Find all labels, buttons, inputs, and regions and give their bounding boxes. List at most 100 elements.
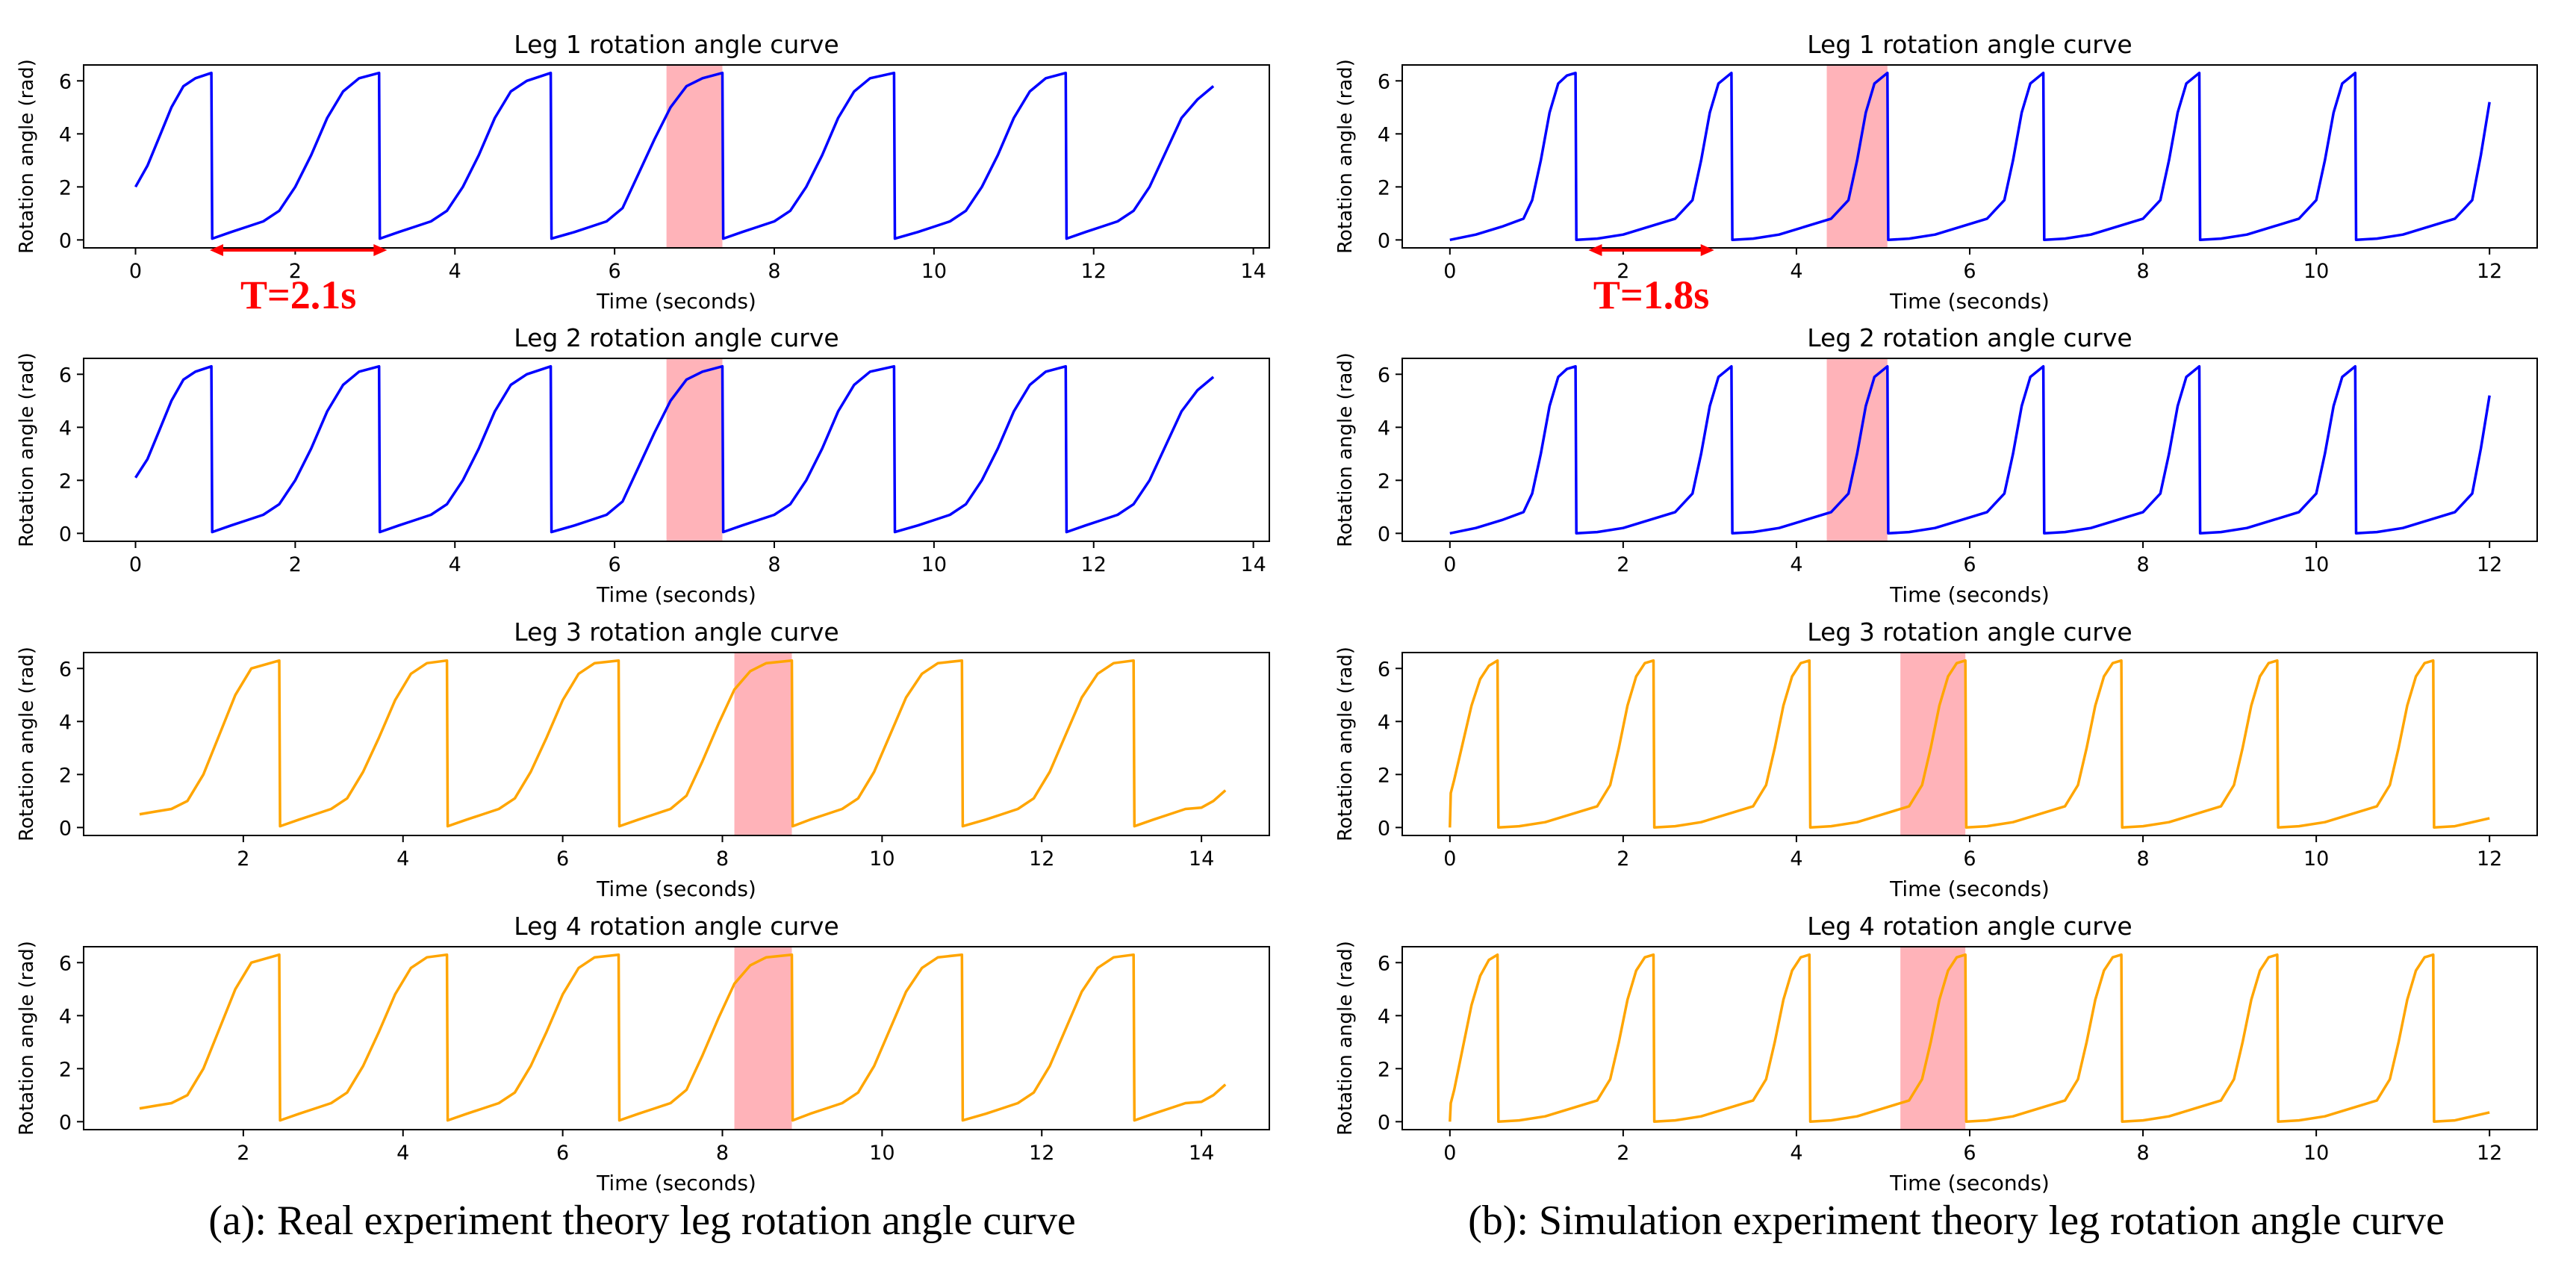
x-tick-label: 6 [1963, 847, 1976, 871]
y-tick-label: 2 [59, 764, 72, 787]
x-tick-label: 8 [2136, 1142, 2149, 1165]
x-tick-label: 12 [1081, 553, 1107, 576]
series-line-leg-2 [1449, 364, 2491, 535]
x-tick-label: 12 [1081, 260, 1107, 283]
y-tick-label: 4 [1378, 417, 1390, 440]
axes-frame [83, 64, 1270, 249]
x-axis-label: Time (seconds) [1889, 877, 2050, 901]
series-line-leg-4 [1449, 953, 2490, 1124]
y-tick-label: 6 [59, 70, 72, 93]
x-axis-label: Time (seconds) [596, 1171, 756, 1195]
x-axis-label: Time (seconds) [1889, 289, 2050, 314]
x-tick-label: 10 [2303, 553, 2329, 576]
series-line-leg-4 [139, 953, 1227, 1122]
x-tick-label: 2 [1617, 553, 1629, 576]
x-tick-label: 2 [237, 1142, 249, 1165]
x-tick-label: 12 [2477, 847, 2502, 871]
y-tick-label: 4 [1378, 123, 1390, 146]
chart-title: Leg 1 rotation angle curve [514, 30, 839, 59]
y-tick-label: 6 [1378, 952, 1390, 975]
x-axis-label: Time (seconds) [596, 289, 756, 314]
x-tick-label: 4 [396, 1142, 409, 1165]
y-tick-label: 4 [1378, 1005, 1390, 1028]
panel-b1: 0 2 4 6 8 10 12 0 2 4 6 Leg 1 rotation angle curve T… [1334, 30, 2538, 317]
y-tick-label: 4 [59, 711, 72, 734]
y-tick-label: 0 [1378, 229, 1390, 252]
panel-a3: 2 4 6 8 10 12 14 0 2 4 6 Leg 3 rotation angle curve… [16, 617, 1270, 901]
x-tick-label: 14 [1240, 553, 1266, 576]
series-line-leg-2 [134, 364, 1215, 534]
y-tick-label: 6 [59, 658, 72, 681]
y-tick-label: 2 [1378, 1058, 1390, 1081]
x-tick-label: 2 [289, 553, 302, 576]
series-line-leg-1 [1449, 71, 2491, 242]
y-tick-label: 2 [1378, 764, 1390, 787]
x-tick-label: 8 [2136, 553, 2149, 576]
chart-title: Leg 2 rotation angle curve [1807, 323, 2132, 352]
period-arrow-head-left [209, 244, 223, 256]
y-tick-label: 0 [1378, 817, 1390, 840]
y-tick-label: 0 [1378, 523, 1390, 546]
x-tick-label: 8 [716, 1142, 729, 1165]
series-line-leg-1 [134, 71, 1215, 240]
x-axis-label: Time (seconds) [596, 877, 756, 901]
y-axis-label: Rotation angle (rad) [1334, 59, 1357, 254]
x-tick-label: 12 [1029, 1142, 1054, 1165]
x-tick-label: 10 [869, 847, 895, 871]
panel-b3: 0 2 4 6 8 10 12 0 2 4 6 Leg 3 rotation angle curve T… [1334, 617, 2538, 901]
x-tick-label: 4 [1790, 847, 1802, 871]
x-tick-label: 14 [1240, 260, 1266, 283]
x-tick-label: 0 [1443, 1142, 1456, 1165]
x-tick-label: 4 [1790, 260, 1802, 283]
x-tick-label: 4 [396, 847, 409, 871]
x-tick-label: 12 [2477, 553, 2502, 576]
period-arrow-head-left [1588, 244, 1602, 256]
x-tick-label: 0 [1443, 847, 1456, 871]
panel-a1: 0 2 4 6 8 10 12 14 0 2 4 6 Leg 1 rotation angle curv… [16, 30, 1270, 317]
axes-frame [83, 946, 1270, 1130]
y-tick-label: 4 [59, 417, 72, 440]
period-label: T=1.8s [1593, 273, 1709, 317]
x-tick-label: 0 [129, 260, 142, 283]
highlight-band [1900, 653, 1966, 835]
x-tick-label: 12 [2477, 260, 2502, 283]
x-tick-label: 2 [237, 847, 249, 871]
y-tick-label: 0 [59, 229, 72, 252]
highlight-band [734, 653, 792, 835]
x-axis-label: Time (seconds) [596, 582, 756, 607]
x-axis-label: Time (seconds) [1889, 1171, 2050, 1195]
highlight-band [1900, 947, 1966, 1130]
x-tick-label: 8 [768, 260, 780, 283]
highlight-band [666, 358, 723, 541]
x-tick-label: 2 [1617, 847, 1629, 871]
panel-b4: 0 2 4 6 8 10 12 0 2 4 6 Leg 4 rotation angle curve T… [1334, 912, 2538, 1195]
x-tick-label: 2 [1617, 1142, 1629, 1165]
x-tick-label: 0 [1443, 260, 1456, 283]
axes-frame [1401, 64, 2538, 249]
x-tick-label: 10 [2303, 260, 2329, 283]
x-tick-label: 10 [2303, 847, 2329, 871]
y-axis-label: Rotation angle (rad) [16, 647, 38, 841]
x-tick-label: 6 [1963, 1142, 1976, 1165]
x-tick-label: 4 [1790, 553, 1802, 576]
x-tick-label: 4 [1790, 1142, 1802, 1165]
x-tick-label: 12 [2477, 1142, 2502, 1165]
y-tick-label: 6 [59, 952, 72, 975]
y-tick-label: 0 [59, 817, 72, 840]
period-label: T=2.1s [240, 273, 356, 317]
x-tick-label: 0 [1443, 553, 1456, 576]
y-axis-label: Rotation angle (rad) [1334, 941, 1357, 1136]
y-tick-label: 0 [1378, 1111, 1390, 1134]
y-tick-label: 2 [1378, 470, 1390, 493]
x-tick-label: 10 [921, 553, 947, 576]
chart-title: Leg 4 rotation angle curve [514, 912, 839, 941]
period-arrow-head-right [373, 244, 388, 256]
x-tick-label: 10 [921, 260, 947, 283]
x-tick-label: 6 [1963, 553, 1976, 576]
panel-b2: 0 2 4 6 8 10 12 0 2 4 6 Leg 2 rotation angle curve T… [1334, 323, 2538, 607]
chart-title: Leg 3 rotation angle curve [1807, 617, 2132, 647]
chart-title: Leg 3 rotation angle curve [514, 617, 839, 647]
x-axis-label: Time (seconds) [1889, 582, 2050, 607]
y-tick-label: 6 [1378, 364, 1390, 387]
